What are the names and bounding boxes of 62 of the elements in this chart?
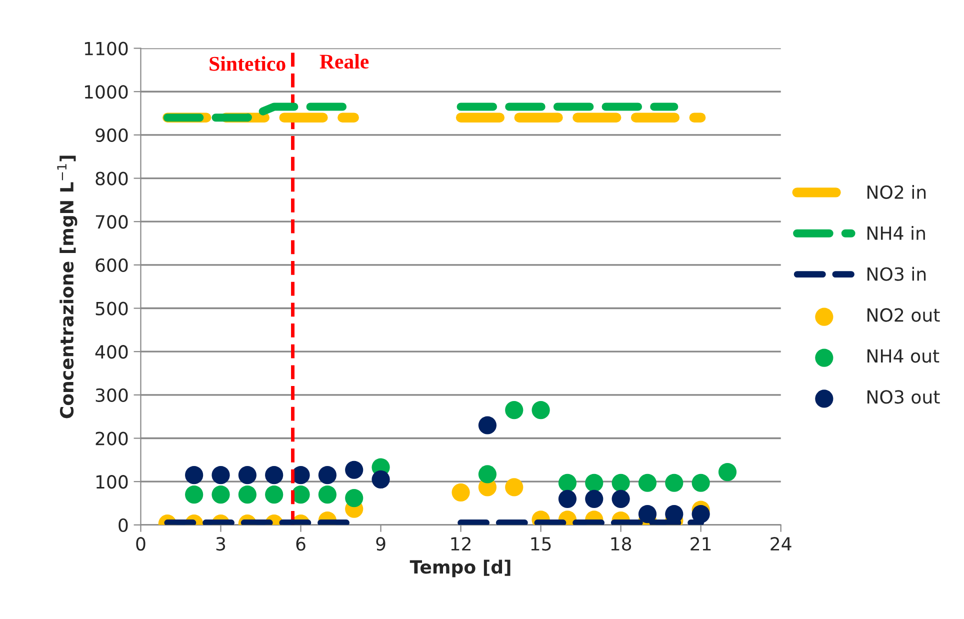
x-tick-label: 6 <box>296 537 306 551</box>
legend-label: NO2 in <box>867 185 926 199</box>
point <box>558 490 577 508</box>
point <box>612 490 630 508</box>
y-tick-label: 900 <box>96 128 128 142</box>
point <box>238 466 256 484</box>
point <box>212 466 230 484</box>
y-tick-label: 1000 <box>84 85 128 99</box>
point <box>478 465 497 484</box>
point <box>185 466 204 484</box>
point <box>318 466 336 484</box>
point <box>585 474 604 492</box>
legend-label: NO2 out <box>867 308 940 322</box>
x-tick-label: 21 <box>690 537 711 550</box>
point <box>478 416 497 434</box>
point <box>558 474 577 492</box>
x-axis-title: Tempo [d] <box>410 560 510 578</box>
x-tick-label: 12 <box>451 537 470 550</box>
point <box>638 505 657 524</box>
x-tick-label: 18 <box>611 537 632 551</box>
x-tick-label: 15 <box>531 537 551 551</box>
point <box>505 478 524 496</box>
point <box>452 483 470 502</box>
y-tick-label: 300 <box>96 388 128 402</box>
point <box>505 401 524 420</box>
point <box>345 460 364 479</box>
point <box>692 474 710 492</box>
point <box>185 486 204 504</box>
y-tick-label: 1100 <box>84 42 128 56</box>
y-tick-label: 400 <box>95 345 128 359</box>
y-tick-label: 600 <box>96 258 128 272</box>
point <box>212 486 230 504</box>
y-tick-label: 0 <box>118 518 128 532</box>
legend-label: NH4 in <box>867 226 925 240</box>
annotation: Reale <box>320 54 369 69</box>
x-tick-label: 9 <box>376 537 386 551</box>
y-tick-label: 700 <box>96 215 128 229</box>
point <box>265 466 284 484</box>
point <box>345 488 364 508</box>
point <box>612 474 630 492</box>
point <box>238 486 256 504</box>
point <box>318 486 336 504</box>
annotation: Sintetico <box>210 56 286 71</box>
x-tick-label: 3 <box>216 537 226 551</box>
point <box>665 474 684 492</box>
y-tick-label: 800 <box>96 172 128 186</box>
x-tick-label: 24 <box>770 537 792 550</box>
point <box>372 470 390 488</box>
point <box>292 486 310 504</box>
y-tick-label: 200 <box>96 432 128 446</box>
point <box>265 486 284 504</box>
x-tick-label: 0 <box>136 537 146 551</box>
point <box>718 462 737 482</box>
y-tick-label: 500 <box>96 302 128 316</box>
point <box>585 490 604 508</box>
point <box>638 474 657 492</box>
legend-label: NO3 in <box>867 266 926 281</box>
point <box>532 401 550 420</box>
legend-label: NH4 out <box>867 349 940 363</box>
y-tick-label: 100 <box>96 475 128 489</box>
y-axis-title: Concentrazione [mgN L$^{−1}$] <box>57 156 78 418</box>
legend-label: NO3 out <box>867 390 940 404</box>
